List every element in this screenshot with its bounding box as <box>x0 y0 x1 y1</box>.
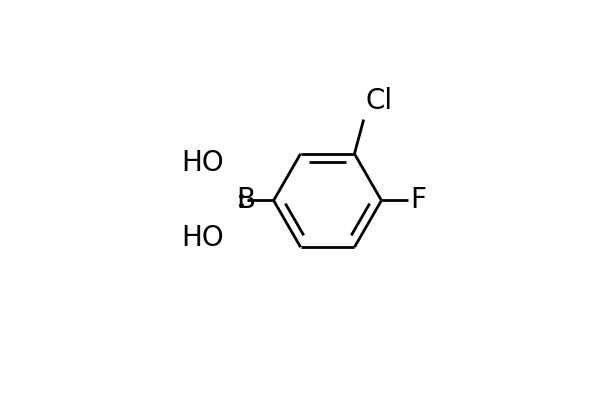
Text: HO: HO <box>181 149 224 177</box>
Text: F: F <box>410 186 426 214</box>
Text: Cl: Cl <box>365 87 392 115</box>
Text: B: B <box>236 186 256 214</box>
Text: HO: HO <box>181 224 224 252</box>
